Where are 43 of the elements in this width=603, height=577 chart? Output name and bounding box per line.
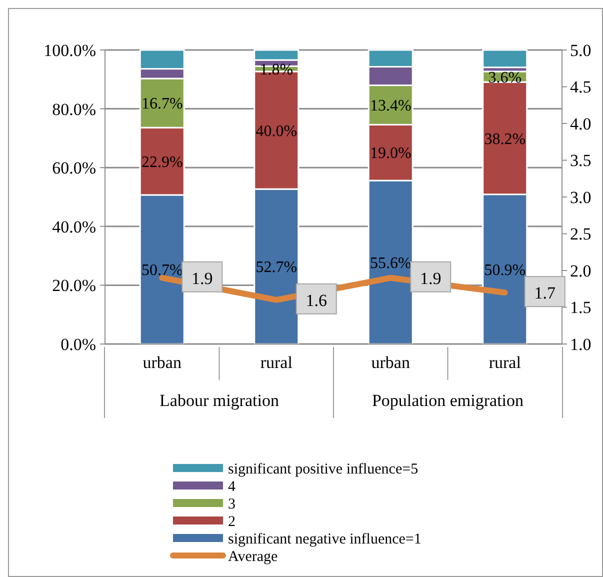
data-label: 22.9%: [141, 154, 183, 171]
data-label: 13.4%: [370, 98, 412, 115]
data-label: 38.2%: [484, 130, 526, 148]
data-label: 1.9: [192, 268, 213, 288]
data-label: 16.7%: [141, 96, 183, 113]
legend-label: 2: [228, 514, 236, 530]
y-tick-label: 80.0%: [52, 100, 96, 119]
y-tick-label: 60.0%: [52, 158, 96, 178]
legend-label: 3: [228, 496, 236, 512]
legend-label: Average: [228, 548, 278, 565]
y2-tick-label: 1.5: [570, 298, 592, 318]
x-tick-label: rural: [260, 353, 293, 372]
data-label: 52.7%: [256, 259, 298, 276]
x-tick-label: urban: [371, 353, 410, 372]
y2-tick-label: 3.5: [570, 151, 592, 170]
data-label: 50.9%: [484, 262, 526, 279]
text: Population emigration: [372, 391, 524, 410]
data-label: 1.7: [534, 284, 556, 302]
data-label: 1.6: [306, 290, 327, 310]
data-label: 50.7%: [141, 262, 183, 280]
y2-tick-label: 1.0: [570, 334, 592, 354]
legend-label: significant negative influence=1: [228, 531, 422, 548]
y2-tick-label: 4.5: [570, 78, 592, 97]
legend-label: 4: [228, 478, 236, 495]
y-tick-label: 20.0%: [52, 276, 96, 296]
legend-label: significant positive influence=5: [228, 461, 418, 478]
y-tick-label: 0.0%: [60, 334, 96, 354]
x-tick-label: urban: [142, 353, 182, 372]
text: Labour migration: [160, 391, 280, 410]
y2-tick-label: 2.0: [570, 261, 592, 280]
data-label: 19.0%: [370, 145, 412, 162]
bar: [482, 49, 528, 68]
y2-tick-label: 5.0: [570, 40, 592, 60]
y-tick-label: 40.0%: [52, 217, 96, 236]
data-label: 1.8%: [260, 61, 294, 78]
x-tick-label: rural: [488, 353, 522, 372]
data-label: 1.9: [420, 268, 442, 288]
data-label: 55.6%: [370, 254, 412, 272]
y-tick-label: 100.0%: [44, 40, 96, 60]
y2-tick-label: 2.5: [570, 224, 592, 244]
data-label: 40.0%: [256, 122, 298, 140]
y2-tick-label: 3.0: [570, 188, 592, 207]
y2-tick-label: 4.0: [570, 114, 592, 134]
